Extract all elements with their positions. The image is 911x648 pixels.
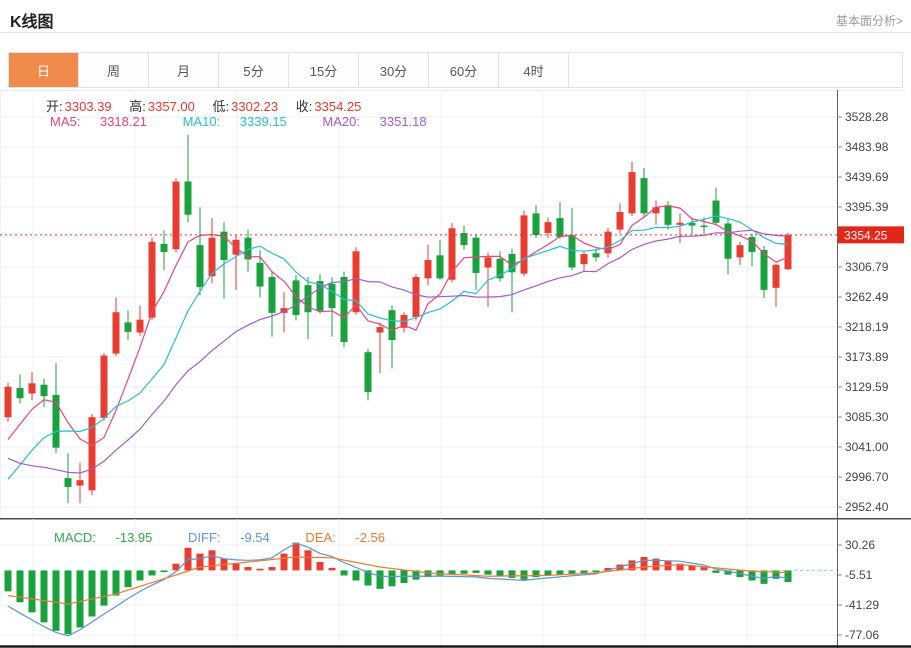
price-axis-label: 3129.59 [845,380,889,394]
dea-line [7,556,789,605]
tab-5[interactable]: 30分 [359,53,429,87]
page-title: K线图 [10,14,54,31]
macd-axis-label: -41.29 [845,598,879,612]
price-axis-label: 3439.69 [845,170,889,184]
price-axis-label: 3173.89 [845,350,889,364]
ma5-line [7,205,789,447]
macd-chart: 30.26 -5.51 -41.29 -77.06 [0,518,911,648]
price-axis-label: 3528.28 [845,110,889,124]
tab-3[interactable]: 5分 [219,53,289,87]
tab-1[interactable]: 周 [79,53,149,87]
header-divider [0,32,911,33]
tab-4[interactable]: 15分 [289,53,359,87]
macd-axis-label: -77.06 [845,628,879,642]
tab-7[interactable]: 4时 [499,53,569,87]
fundamental-analysis-link[interactable]: 基本面分析> [835,14,903,28]
tab-6[interactable]: 60分 [429,53,499,87]
macd-histogram [4,542,792,635]
diff-line [7,542,789,637]
price-axis-label: 3262.49 [845,290,889,304]
macd-axis-label: 30.26 [845,538,875,552]
period-tab-bar: 日周月 5分 15分 30分 60分 4时 [8,52,903,88]
candlestick-chart: 3528.28 3483.98 3439.69 3395.39 3306.79 3262.… [0,90,905,518]
price-axis-label: 3395.39 [845,200,889,214]
price-axis-label: 2952.40 [845,500,889,514]
tab-2[interactable]: 月 [149,53,219,87]
candles-layer [4,134,792,504]
price-axis-label: 3085.30 [845,410,889,424]
price-axis-label: 3041.00 [845,440,889,454]
price-axis-label: 3306.79 [845,260,889,274]
macd-axis-label: -5.51 [845,568,873,582]
current-price-label: 3354.25 [844,228,888,242]
price-axis-label: 2996.70 [845,470,889,484]
price-axis-label: 3218.19 [845,320,889,334]
ma20-line [7,229,789,474]
ma10-line [7,215,789,480]
price-axis-label: 3483.98 [845,140,889,154]
tab-0[interactable]: 日 [9,53,79,87]
current-price-badge [838,226,904,244]
